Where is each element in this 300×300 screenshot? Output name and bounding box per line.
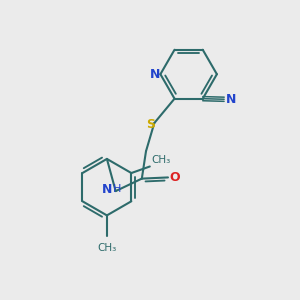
Text: N: N (150, 68, 160, 81)
Text: S: S (146, 118, 155, 131)
Text: O: O (169, 171, 180, 184)
Text: CH₃: CH₃ (151, 155, 170, 165)
Text: CH₃: CH₃ (97, 243, 116, 253)
Text: H: H (113, 184, 121, 194)
Text: N: N (226, 93, 236, 106)
Text: N: N (102, 183, 113, 196)
